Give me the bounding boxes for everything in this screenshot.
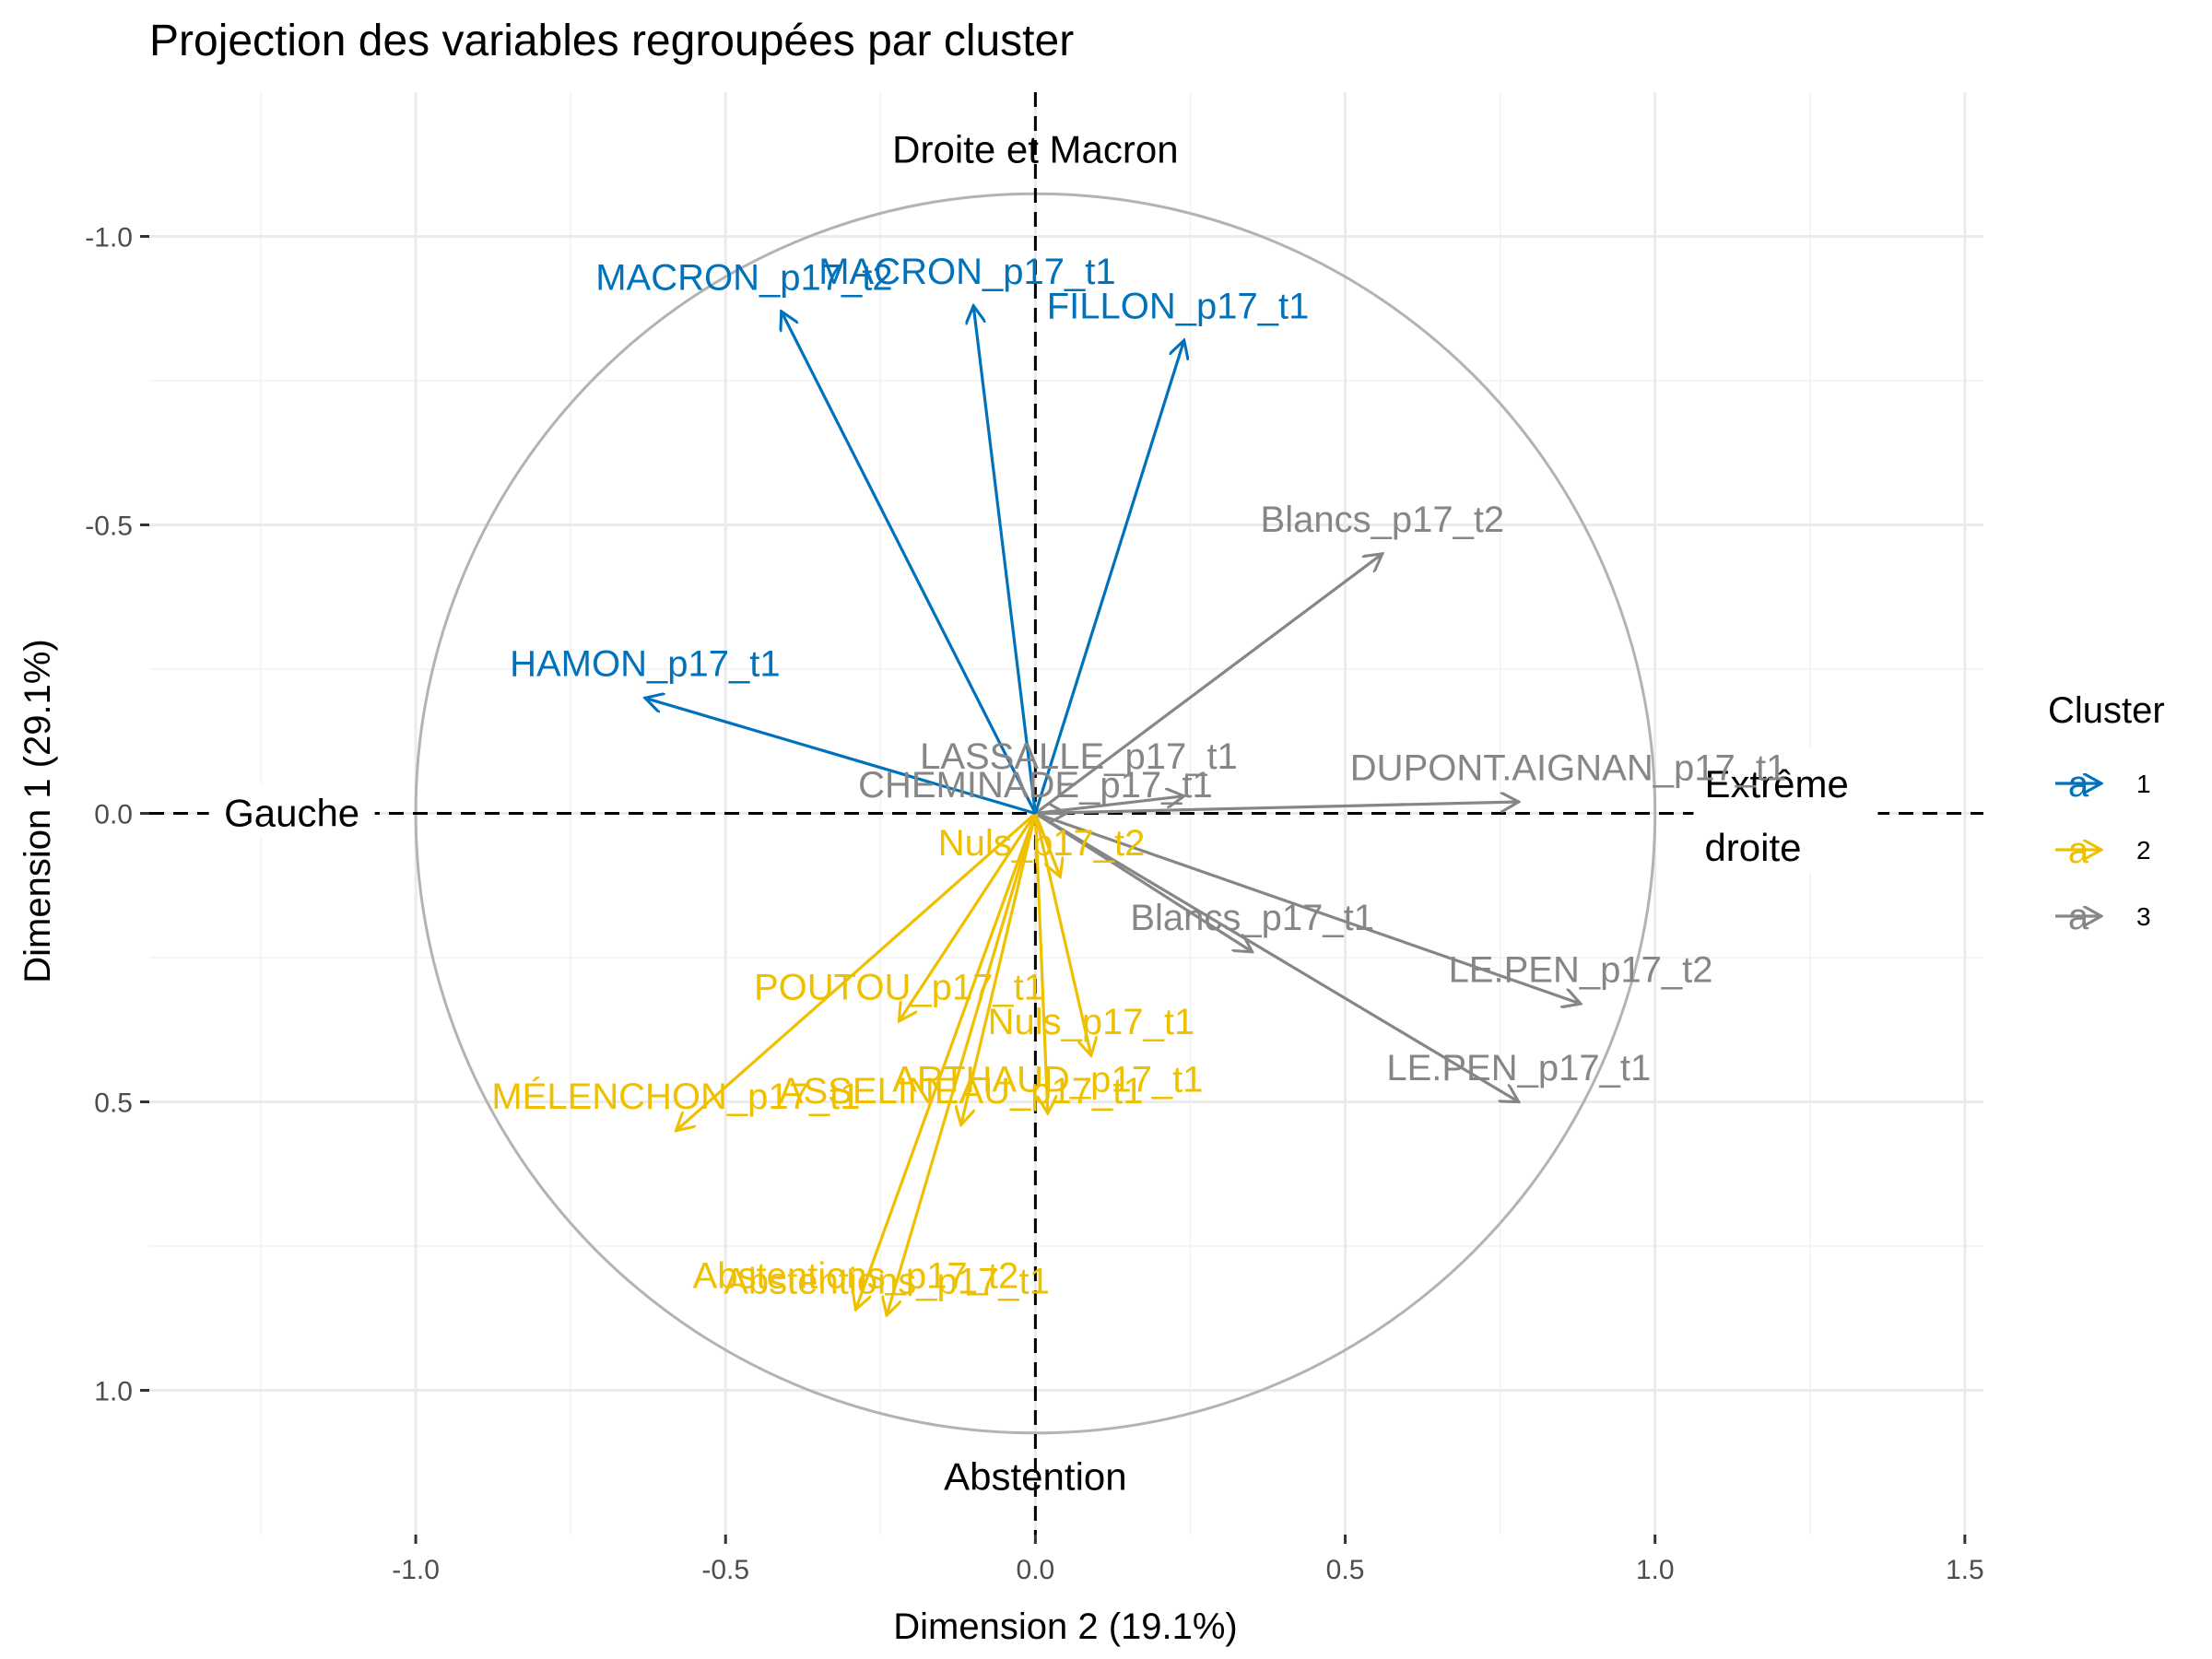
annotation-abstention: Abstention [944, 1454, 1126, 1498]
legend-key-glyph: a [2068, 764, 2089, 805]
y-tick-label: -0.5 [85, 512, 133, 542]
label-arthaud-p17-t1: ARTHAUD_p17_t1 [892, 1059, 1203, 1100]
label-macron-p17-t1: MACRON_p17_t1 [818, 252, 1115, 292]
label-cheminade-p17-t1: CHEMINADE_p17_t1 [858, 765, 1213, 806]
y-axis-title: Dimension 1 (29.1%) [18, 639, 58, 983]
x-tick-label: 1.0 [1636, 1555, 1675, 1585]
legend-key-glyph: a [2068, 897, 2089, 937]
arrow-dupont-aignan-p17-t1 [1035, 802, 1518, 816]
arrow-blancs-p17-t2 [1034, 554, 1382, 815]
arrow-arthaud-p17-t1 [1033, 813, 1047, 1114]
x-tick-label: -1.0 [392, 1555, 440, 1585]
annotation-droite-et-macron: Droite et Macron [892, 128, 1178, 171]
legend-label: 1 [2136, 770, 2151, 798]
label-fillon-p17-t1: FILLON_p17_t1 [1047, 287, 1310, 327]
arrow-nuls-p17-t2 [1033, 812, 1060, 877]
arrow-macron-p17-t2 [782, 312, 1037, 815]
legend-key-glyph: a [2068, 830, 2089, 871]
arrow-le-pen-p17-t1 [1034, 812, 1518, 1102]
label-asselineau-p17-t1: ASSELINEAU_p17_t1 [779, 1071, 1144, 1112]
x-tick-label: 0.5 [1326, 1555, 1365, 1585]
label-le-pen-p17-t2: LE.PEN_p17_t2 [1449, 950, 1713, 991]
label-hamon-p17-t1: HAMON_p17_t1 [510, 644, 780, 685]
y-tick-label: 0.0 [94, 800, 133, 830]
label-nuls-p17-t2: Nuls_p17_t2 [938, 823, 1146, 864]
arrow-asselineau-p17-t1 [961, 813, 1037, 1125]
chart-title: Projection des variables regroupées par … [149, 17, 1074, 65]
y-tick-label: 1.0 [94, 1377, 133, 1407]
label-blancs-p17-t1: Blancs_p17_t1 [1130, 898, 1374, 938]
annotation-droite: droite [1704, 826, 1801, 869]
legend: Cluster a 1a 2a 3 [2048, 690, 2165, 937]
arrow-abstentions-p17-t2 [855, 812, 1037, 1310]
label-poutou-p17-t1: POUTOU_p17_t1 [754, 967, 1044, 1007]
y-tick-label: -1.0 [85, 223, 133, 253]
annotation-extr-me: Extrême [1704, 762, 1848, 806]
y-tick-label: 0.5 [94, 1088, 133, 1119]
label-m-lenchon-p17-t1: MÉLENCHON_p17_t1 [491, 1076, 860, 1117]
y-axis: -1.0 -0.5 0.0 0.5 1.0 [85, 223, 149, 1407]
arrow-le-pen-p17-t2 [1034, 811, 1581, 1005]
plot-panel: Droite et Macron Abstention Gauche Extrême d… [149, 92, 1983, 1535]
x-tick-label: 1.5 [1946, 1555, 1984, 1585]
label-dupont-aignan-p17-t1: DUPONT.AIGNAN_p17_t1 [1350, 747, 1787, 788]
annotations: Droite et Macron Abstention Gauche Extrême d… [208, 128, 1878, 1498]
x-tick-label: 0.0 [1017, 1555, 1055, 1585]
variable-arrows [645, 306, 1581, 1316]
label-abstentions-p17-t1: Abstentions_p17_t1 [724, 1262, 1050, 1302]
arrow-hamon-p17-t1 [645, 698, 1036, 816]
arrow-m-lenchon-p17-t1 [676, 812, 1037, 1131]
legend-label: 2 [2136, 836, 2151, 865]
annotation-gauche: Gauche [224, 792, 359, 835]
label-abstentions-p17-t2: Abstentions_p17_t2 [693, 1255, 1019, 1296]
arrow-abstentions-p17-t1 [887, 813, 1037, 1316]
arrow-macron-p17-t1 [973, 306, 1037, 814]
annotation-background [1693, 747, 1878, 873]
label-nuls-p17-t1: Nuls_p17_t1 [988, 1002, 1195, 1042]
x-axis-title: Dimension 2 (19.1%) [893, 1606, 1238, 1647]
label-blancs-p17-t2: Blancs_p17_t2 [1261, 500, 1505, 540]
label-lassalle-p17-t1: LASSALLE_p17_t1 [920, 736, 1238, 777]
arrow-nuls-p17-t1 [1033, 813, 1091, 1056]
x-axis: -1.0 -0.5 0.0 0.5 1.0 1.5 [392, 1535, 1984, 1585]
label-le-pen-p17-t1: LE.PEN_p17_t1 [1386, 1048, 1651, 1088]
arrow-poutou-p17-t1 [899, 812, 1037, 1021]
x-tick-label: -0.5 [701, 1555, 749, 1585]
label-macron-p17-t2: MACRON_p17_t2 [595, 257, 892, 298]
arrow-fillon-p17-t1 [1033, 340, 1183, 814]
annotation-background [208, 783, 375, 838]
legend-title: Cluster [2048, 690, 2165, 731]
legend-items: a 1a 2a 3 [2055, 764, 2151, 937]
legend-label: 3 [2136, 902, 2151, 931]
